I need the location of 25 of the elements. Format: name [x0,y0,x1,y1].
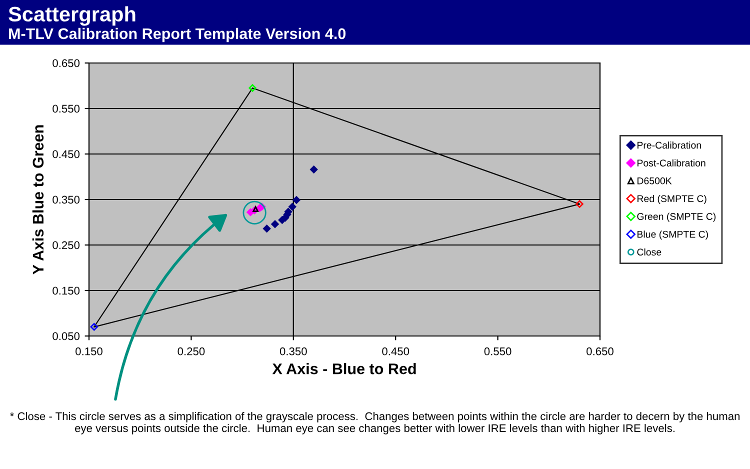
x-tick-label: 0.150 [76,347,102,356]
text: * Close - This circle serves as a simplification of the grayscale process. Changes between points within the circle are harder to decern by the human eye versus points outside the circle. Human eye can see changes better with lower IRE levels than with higher IRE levels. [10,412,740,434]
x-tick-label: 0.250 [178,347,205,356]
x-tick-label: 0.350 [280,347,307,356]
x-tick-label: 0.650 [586,347,614,356]
y-tick-label: 0.550 [52,104,80,113]
chart-title: Scattergraph [8,6,136,26]
y-tick-label: 0.650 [52,59,80,68]
legend-label: Post-Calibration [638,159,706,166]
legend-label: Pre-Calibration [638,142,701,149]
y-tick-label: 0.450 [52,150,80,158]
x-axis-title: X Axis - Blue to Red [272,363,416,374]
y-tick-label: 0.350 [52,196,80,204]
y-axis-title: Y Axis Blue to Green [32,125,44,274]
x-tick-label: 0.450 [382,347,410,356]
legend-label: Blue (SMPTE C) [638,230,708,240]
y-tick-label: 0.250 [52,241,80,250]
legend-label: Close [637,248,662,256]
y-tick-label: 0.050 [52,332,80,340]
legend-label: D6500K [638,177,672,184]
y-tick-label: 0.150 [52,286,80,295]
legend-label: Green (SMPTE C) [637,212,716,222]
chart-subtitle: M-TLV Calibration Report Template Version 4.0 [9,28,346,42]
x-tick-label: 0.550 [484,347,512,356]
legend-label: Red (SMPTE C) [638,194,706,204]
